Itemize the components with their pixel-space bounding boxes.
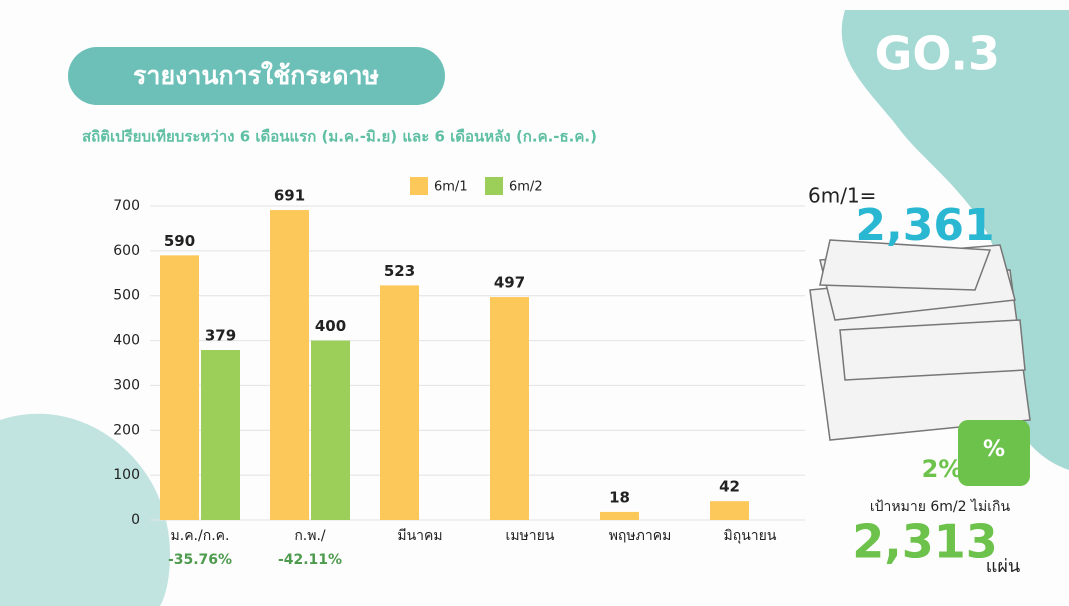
bar: [160, 255, 199, 520]
bar: [600, 512, 639, 520]
logo: GO.3: [875, 27, 1000, 81]
legend-label: 6m/1: [434, 180, 468, 195]
category-note: -35.76%: [168, 552, 232, 568]
bar-value-label: 691: [274, 187, 305, 205]
x-tick-label: เมษายน: [506, 528, 555, 544]
bar: [490, 297, 529, 520]
chart-subtitle: สถิติเปรียบเทียบระหว่าง 6 เดือนแรก (ม.ค.…: [82, 128, 597, 146]
target-label: เป้าหมาย 6m/2 ไม่เกิน: [870, 498, 1011, 515]
summary-total: 2,361: [855, 200, 994, 251]
bar: [311, 341, 350, 520]
y-tick-label: 200: [113, 422, 140, 438]
bar-value-label: 42: [719, 478, 740, 496]
x-tick-label: มีนาคม: [397, 528, 442, 544]
reduction: 2%: [922, 455, 963, 483]
icon: %: [983, 437, 1005, 462]
paper-stack: [810, 240, 1030, 440]
bar-value-label: 379: [205, 326, 236, 344]
x-tick-label: ก.พ./: [294, 528, 326, 544]
legend-label: 6m/2: [509, 180, 543, 195]
bar-value-label: 523: [384, 262, 415, 280]
unit: แผ่น: [986, 556, 1020, 577]
category-note: -42.11%: [278, 552, 342, 568]
y-tick-label: 0: [131, 512, 140, 528]
legend-swatch: [410, 177, 428, 195]
bar: [201, 350, 240, 520]
target: 2,313: [852, 515, 998, 569]
x-tick-label: มิถุนายน: [724, 528, 777, 544]
bar-value-label: 18: [609, 488, 630, 506]
y-tick-label: 500: [113, 288, 140, 304]
bar-value-label: 497: [494, 274, 525, 292]
x-tick-label: พฤษภาคม: [609, 528, 672, 544]
bar-value-label: 400: [315, 317, 346, 335]
bar: [710, 501, 749, 520]
legend-swatch: [485, 177, 503, 195]
y-tick-label: 700: [113, 198, 140, 214]
bar-value-label: 590: [164, 232, 195, 250]
y-tick-label: 400: [113, 333, 140, 349]
y-tick-label: 600: [113, 243, 140, 259]
y-tick-label: 300: [113, 377, 140, 393]
y-tick-label: 100: [113, 467, 140, 483]
infographic: รายงานการใช้กระดาษ สถิติเปรียบเทียบระหว่…: [0, 0, 1069, 606]
x-tick-label: ม.ค./ก.ค.: [171, 528, 230, 544]
bar: [270, 210, 309, 520]
chart-title: รายงานการใช้กระดาษ: [133, 60, 379, 90]
bar: [380, 285, 419, 520]
